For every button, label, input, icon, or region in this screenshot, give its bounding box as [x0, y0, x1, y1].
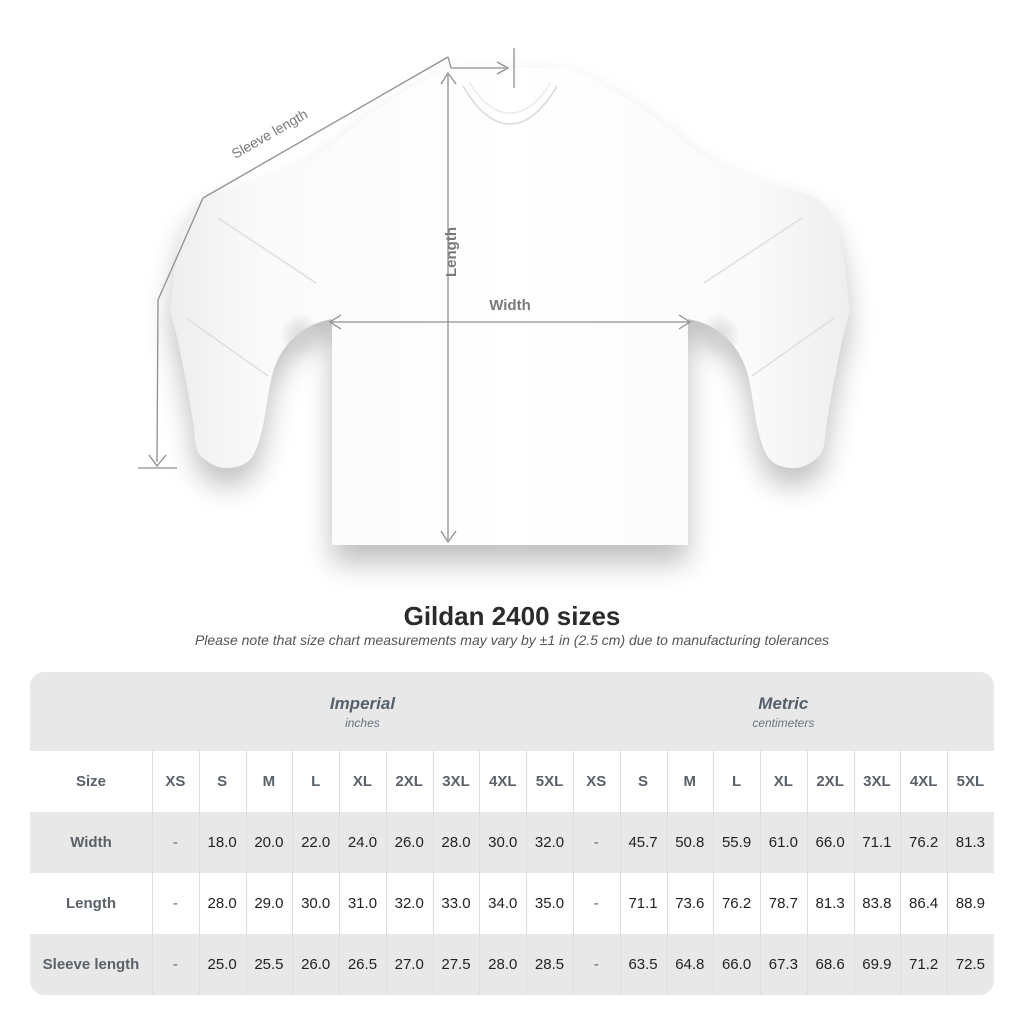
svg-text:Width: Width: [489, 297, 531, 314]
svg-text:Sleeve length: Sleeve length: [229, 106, 311, 162]
svg-text:Length: Length: [443, 227, 460, 277]
